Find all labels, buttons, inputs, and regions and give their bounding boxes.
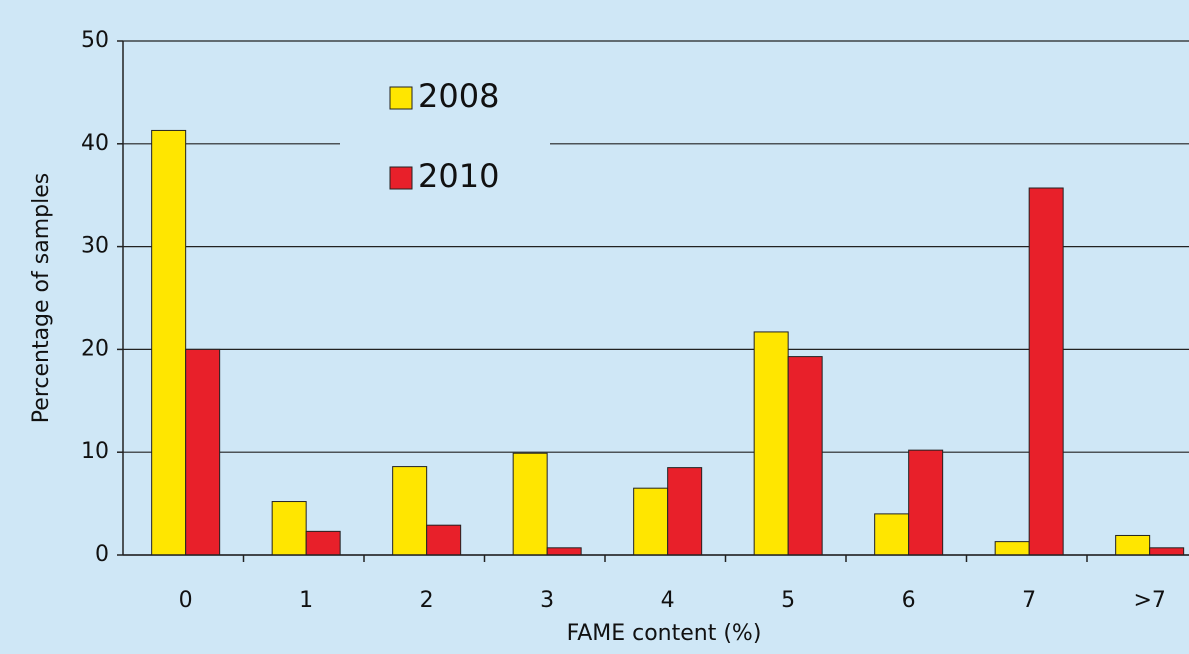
y-tick-label: 20 bbox=[81, 336, 109, 361]
bar bbox=[908, 449, 944, 556]
y-tick-label: 50 bbox=[81, 28, 109, 53]
bar bbox=[426, 524, 462, 556]
legend-swatch bbox=[389, 86, 413, 110]
y-tick-label: 40 bbox=[81, 131, 109, 156]
bar bbox=[1115, 534, 1151, 556]
x-tick-label: 1 bbox=[299, 588, 313, 613]
bar bbox=[392, 466, 428, 556]
bar bbox=[151, 129, 187, 556]
bar bbox=[874, 513, 910, 556]
x-tick-label: 2 bbox=[420, 588, 434, 613]
x-tick-label: 5 bbox=[781, 588, 795, 613]
legend-label: 2010 bbox=[418, 157, 499, 195]
y-tick-label: 10 bbox=[81, 439, 109, 464]
legend-swatch bbox=[389, 166, 413, 190]
y-tick-label: 30 bbox=[81, 234, 109, 259]
y-tick-label: 0 bbox=[95, 542, 109, 567]
y-axis-label: Percentage of samples bbox=[29, 173, 54, 423]
bar bbox=[512, 452, 548, 556]
x-tick-label: 6 bbox=[902, 588, 916, 613]
bar bbox=[1028, 187, 1064, 556]
x-tick-label: 0 bbox=[179, 588, 193, 613]
bar bbox=[753, 331, 789, 556]
bar bbox=[667, 467, 703, 556]
bar bbox=[633, 487, 669, 556]
x-tick-label: >7 bbox=[1133, 588, 1165, 613]
bar bbox=[546, 547, 582, 556]
bar bbox=[1149, 547, 1185, 556]
x-axis-label: FAME content (%) bbox=[567, 621, 762, 646]
bar bbox=[994, 541, 1030, 556]
legend-box bbox=[340, 60, 550, 200]
x-tick-label: 4 bbox=[661, 588, 675, 613]
x-tick-label: 7 bbox=[1022, 588, 1036, 613]
bar bbox=[185, 348, 221, 556]
legend-label: 2008 bbox=[418, 77, 499, 115]
bar bbox=[305, 530, 341, 556]
bar bbox=[787, 356, 823, 556]
x-tick-label: 3 bbox=[540, 588, 554, 613]
bar bbox=[271, 501, 307, 556]
